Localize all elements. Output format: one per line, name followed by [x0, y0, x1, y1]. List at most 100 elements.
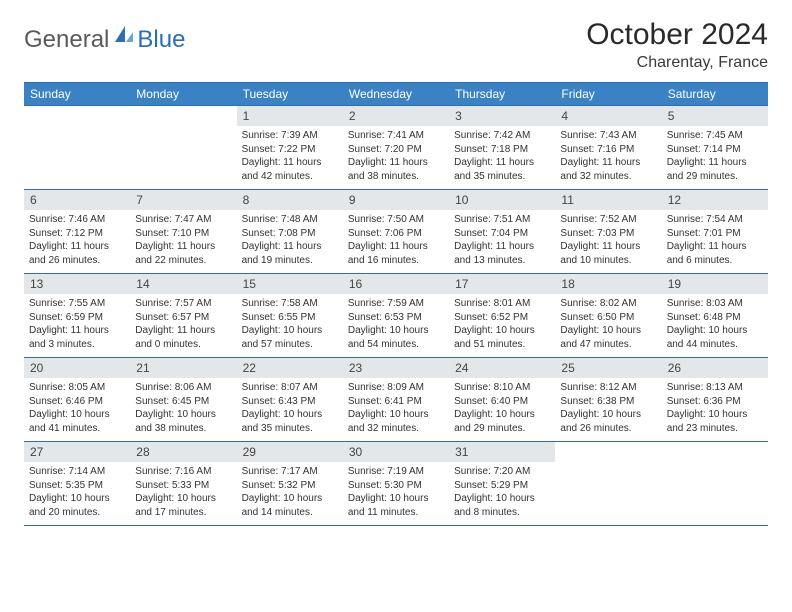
logo: General Blue — [24, 18, 185, 54]
day-number — [130, 106, 236, 126]
day-cell: 18Sunrise: 8:02 AMSunset: 6:50 PMDayligh… — [555, 274, 661, 357]
page-title: October 2024 — [586, 18, 768, 52]
sunset-line: Sunset: 6:48 PM — [667, 311, 763, 325]
day-cell: 17Sunrise: 8:01 AMSunset: 6:52 PMDayligh… — [449, 274, 555, 357]
daylight-line: Daylight: 10 hours and 20 minutes. — [29, 492, 125, 519]
daylight-line: Daylight: 11 hours and 38 minutes. — [348, 156, 444, 183]
sunset-line: Sunset: 7:14 PM — [667, 143, 763, 157]
day-body: Sunrise: 8:01 AMSunset: 6:52 PMDaylight:… — [449, 294, 555, 357]
sunset-line: Sunset: 7:04 PM — [454, 227, 550, 241]
daylight-line: Daylight: 10 hours and 29 minutes. — [454, 408, 550, 435]
day-cell: 21Sunrise: 8:06 AMSunset: 6:45 PMDayligh… — [130, 358, 236, 441]
day-body: Sunrise: 7:46 AMSunset: 7:12 PMDaylight:… — [24, 210, 130, 273]
day-number: 5 — [662, 106, 768, 126]
daylight-line: Daylight: 11 hours and 0 minutes. — [135, 324, 231, 351]
sunset-line: Sunset: 6:59 PM — [29, 311, 125, 325]
day-body: Sunrise: 7:39 AMSunset: 7:22 PMDaylight:… — [237, 126, 343, 189]
day-body: Sunrise: 8:10 AMSunset: 6:40 PMDaylight:… — [449, 378, 555, 441]
sunrise-line: Sunrise: 8:12 AM — [560, 381, 656, 395]
daylight-line: Daylight: 11 hours and 19 minutes. — [242, 240, 338, 267]
day-body: Sunrise: 7:52 AMSunset: 7:03 PMDaylight:… — [555, 210, 661, 273]
day-body: Sunrise: 7:41 AMSunset: 7:20 PMDaylight:… — [343, 126, 449, 189]
daylight-line: Daylight: 10 hours and 44 minutes. — [667, 324, 763, 351]
daylight-line: Daylight: 10 hours and 54 minutes. — [348, 324, 444, 351]
day-cell: 12Sunrise: 7:54 AMSunset: 7:01 PMDayligh… — [662, 190, 768, 273]
dow-cell: Tuesday — [237, 83, 343, 105]
day-cell: 15Sunrise: 7:58 AMSunset: 6:55 PMDayligh… — [237, 274, 343, 357]
daylight-line: Daylight: 11 hours and 10 minutes. — [560, 240, 656, 267]
day-body: Sunrise: 8:07 AMSunset: 6:43 PMDaylight:… — [237, 378, 343, 441]
day-number: 10 — [449, 190, 555, 210]
day-number: 9 — [343, 190, 449, 210]
day-body: Sunrise: 7:57 AMSunset: 6:57 PMDaylight:… — [130, 294, 236, 357]
sunset-line: Sunset: 6:45 PM — [135, 395, 231, 409]
day-number — [662, 442, 768, 462]
day-number: 19 — [662, 274, 768, 294]
day-cell: 22Sunrise: 8:07 AMSunset: 6:43 PMDayligh… — [237, 358, 343, 441]
day-number: 13 — [24, 274, 130, 294]
logo-text-blue: Blue — [115, 26, 185, 54]
day-cell: 25Sunrise: 8:12 AMSunset: 6:38 PMDayligh… — [555, 358, 661, 441]
day-cell: 10Sunrise: 7:51 AMSunset: 7:04 PMDayligh… — [449, 190, 555, 273]
sunrise-line: Sunrise: 7:19 AM — [348, 465, 444, 479]
daylight-line: Daylight: 11 hours and 35 minutes. — [454, 156, 550, 183]
sunrise-line: Sunrise: 7:59 AM — [348, 297, 444, 311]
sunset-line: Sunset: 5:35 PM — [29, 479, 125, 493]
sunset-line: Sunset: 5:32 PM — [242, 479, 338, 493]
day-number: 31 — [449, 442, 555, 462]
sunset-line: Sunset: 7:20 PM — [348, 143, 444, 157]
day-body: Sunrise: 7:55 AMSunset: 6:59 PMDaylight:… — [24, 294, 130, 357]
day-cell: 27Sunrise: 7:14 AMSunset: 5:35 PMDayligh… — [24, 442, 130, 525]
day-number: 17 — [449, 274, 555, 294]
sunrise-line: Sunrise: 7:43 AM — [560, 129, 656, 143]
day-number: 1 — [237, 106, 343, 126]
day-cell: 24Sunrise: 8:10 AMSunset: 6:40 PMDayligh… — [449, 358, 555, 441]
week-row: 13Sunrise: 7:55 AMSunset: 6:59 PMDayligh… — [24, 274, 768, 358]
daylight-line: Daylight: 10 hours and 26 minutes. — [560, 408, 656, 435]
daylight-line: Daylight: 11 hours and 3 minutes. — [29, 324, 125, 351]
day-cell — [130, 106, 236, 189]
daylight-line: Daylight: 10 hours and 38 minutes. — [135, 408, 231, 435]
day-cell: 6Sunrise: 7:46 AMSunset: 7:12 PMDaylight… — [24, 190, 130, 273]
day-body: Sunrise: 7:54 AMSunset: 7:01 PMDaylight:… — [662, 210, 768, 273]
sunset-line: Sunset: 6:46 PM — [29, 395, 125, 409]
daylight-line: Daylight: 11 hours and 16 minutes. — [348, 240, 444, 267]
daylight-line: Daylight: 10 hours and 35 minutes. — [242, 408, 338, 435]
sunset-line: Sunset: 6:55 PM — [242, 311, 338, 325]
day-cell: 9Sunrise: 7:50 AMSunset: 7:06 PMDaylight… — [343, 190, 449, 273]
day-cell: 31Sunrise: 7:20 AMSunset: 5:29 PMDayligh… — [449, 442, 555, 525]
sunset-line: Sunset: 5:30 PM — [348, 479, 444, 493]
day-cell — [555, 442, 661, 525]
daylight-line: Daylight: 11 hours and 13 minutes. — [454, 240, 550, 267]
sunset-line: Sunset: 7:08 PM — [242, 227, 338, 241]
sunrise-line: Sunrise: 8:07 AM — [242, 381, 338, 395]
sunrise-line: Sunrise: 7:52 AM — [560, 213, 656, 227]
sunrise-line: Sunrise: 7:42 AM — [454, 129, 550, 143]
dow-cell: Friday — [555, 83, 661, 105]
daylight-line: Daylight: 10 hours and 57 minutes. — [242, 324, 338, 351]
sunset-line: Sunset: 7:01 PM — [667, 227, 763, 241]
sunrise-line: Sunrise: 8:09 AM — [348, 381, 444, 395]
day-body: Sunrise: 7:16 AMSunset: 5:33 PMDaylight:… — [130, 462, 236, 525]
sunset-line: Sunset: 6:38 PM — [560, 395, 656, 409]
day-number: 20 — [24, 358, 130, 378]
day-body: Sunrise: 7:42 AMSunset: 7:18 PMDaylight:… — [449, 126, 555, 189]
day-cell: 3Sunrise: 7:42 AMSunset: 7:18 PMDaylight… — [449, 106, 555, 189]
day-cell: 30Sunrise: 7:19 AMSunset: 5:30 PMDayligh… — [343, 442, 449, 525]
sunrise-line: Sunrise: 7:48 AM — [242, 213, 338, 227]
weeks-container: 1Sunrise: 7:39 AMSunset: 7:22 PMDaylight… — [24, 106, 768, 526]
sunset-line: Sunset: 5:33 PM — [135, 479, 231, 493]
daylight-line: Daylight: 10 hours and 23 minutes. — [667, 408, 763, 435]
day-cell: 1Sunrise: 7:39 AMSunset: 7:22 PMDaylight… — [237, 106, 343, 189]
daylight-line: Daylight: 10 hours and 17 minutes. — [135, 492, 231, 519]
logo-text-general: General — [24, 26, 109, 54]
day-number: 30 — [343, 442, 449, 462]
day-body: Sunrise: 8:12 AMSunset: 6:38 PMDaylight:… — [555, 378, 661, 441]
sunrise-line: Sunrise: 8:02 AM — [560, 297, 656, 311]
day-number: 12 — [662, 190, 768, 210]
day-cell: 26Sunrise: 8:13 AMSunset: 6:36 PMDayligh… — [662, 358, 768, 441]
sunset-line: Sunset: 6:41 PM — [348, 395, 444, 409]
daylight-line: Daylight: 11 hours and 22 minutes. — [135, 240, 231, 267]
day-number: 18 — [555, 274, 661, 294]
sunrise-line: Sunrise: 7:47 AM — [135, 213, 231, 227]
